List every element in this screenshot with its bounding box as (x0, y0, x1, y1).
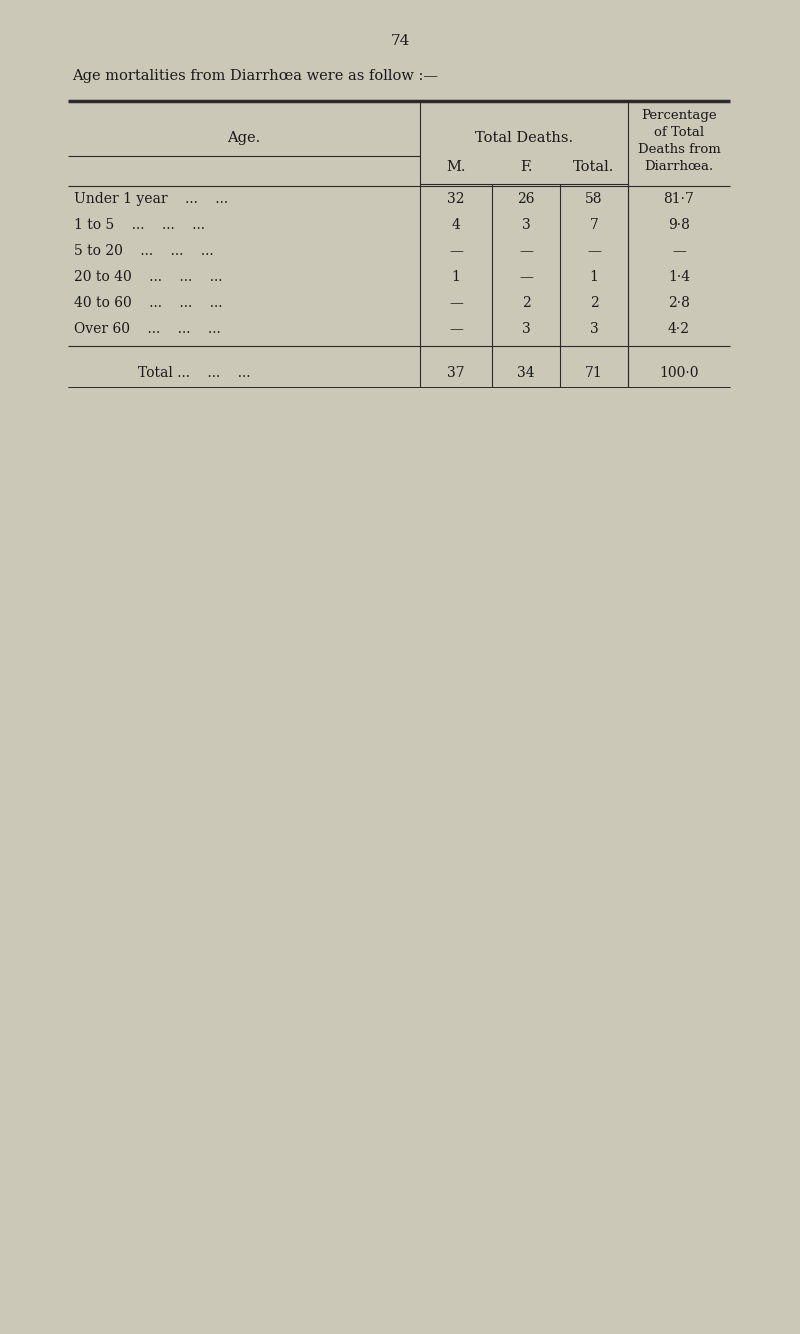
Text: from Diarrhœa, giving an uncorrected rate of 3·2 per 10000: from Diarrhœa, giving an uncorrected rat… (72, 430, 498, 443)
Text: Stockwell    ...    ...    ...    ...: Stockwell ... ... ... ... (73, 692, 263, 706)
Text: Age mortalities from Diarrhœa were as follow :—: Age mortalities from Diarrhœa were as fo… (72, 69, 438, 83)
Text: 40 to 60    ...    ...    ...: 40 to 60 ... ... ... (74, 296, 222, 309)
Text: 4: 4 (451, 217, 461, 232)
Text: 1·6: 1·6 (638, 692, 660, 706)
Text: —: — (519, 269, 533, 284)
Text: 5·3: 5·3 (638, 626, 660, 640)
Text: 3: 3 (522, 217, 530, 232)
Text: 4·1: 4·1 (638, 648, 660, 662)
Text: Norwood...    ...    ...    ...    ...: Norwood... ... ... ... ... (73, 736, 272, 750)
Text: 71: 71 (514, 778, 532, 792)
Polygon shape (66, 388, 732, 1334)
Text: In London there were registered, during 1907, 1543 deaths: In London there were registered, during … (72, 410, 512, 424)
Text: 26: 26 (518, 192, 534, 205)
Text: 1·2: 1·2 (638, 714, 660, 728)
Text: —: — (449, 244, 463, 257)
Text: M.: M. (446, 160, 466, 173)
Text: Under 1 year    ...    ...: Under 1 year ... ... (74, 192, 228, 205)
Text: 4·2: 4·2 (668, 321, 690, 336)
Text: 14: 14 (514, 670, 532, 684)
Text: 7: 7 (590, 217, 598, 232)
Text: 1·7: 1·7 (638, 736, 660, 750)
Text: Total Deaths.: Total Deaths. (475, 131, 573, 145)
Text: —: — (672, 244, 686, 257)
Text: —: — (519, 244, 533, 257)
Text: Kennington ... ...    ...    ...    ...: Kennington ... ... ... ... ... (73, 670, 280, 684)
Text: 58: 58 (586, 192, 602, 205)
Text: 81·7: 81·7 (663, 192, 694, 205)
Text: —: — (449, 321, 463, 336)
Text: F.: F. (520, 160, 532, 173)
Text: 20 to 40    ...    ...    ...: 20 to 40 ... ... ... (74, 269, 222, 284)
Text: 1·4: 1·4 (668, 269, 690, 284)
Text: Diarrhœa
Death-rate
per 10000
Population.: Diarrhœa Death-rate per 10000 Population… (611, 568, 686, 632)
Text: Lambeth Church    ...    ...    ...: Lambeth Church ... ... ... (73, 648, 283, 662)
Text: 74: 74 (390, 33, 410, 48)
Text: 32: 32 (447, 192, 465, 205)
Text: Lambeth Borough are as follow :—: Lambeth Borough are as follow :— (72, 518, 317, 531)
Text: 11: 11 (514, 736, 532, 750)
Text: 2·8: 2·8 (668, 296, 690, 309)
Text: 14: 14 (514, 626, 532, 640)
Text: 34: 34 (517, 366, 535, 380)
Text: Number
of Deaths.: Number of Deaths. (489, 568, 557, 598)
Text: The details as to the Diarrhœa incidence (mortality) during: The details as to the Diarrhœa incidence… (72, 479, 510, 494)
Text: Total.: Total. (574, 160, 614, 173)
Text: 1: 1 (451, 269, 461, 284)
Text: Borough of Lambeth ...    ...    ...: Borough of Lambeth ... ... ... (73, 778, 322, 792)
Text: 37: 37 (447, 366, 465, 380)
Text: 2: 2 (590, 296, 598, 309)
Text: Age.: Age. (227, 131, 261, 145)
Text: 2·2: 2·2 (638, 778, 660, 792)
Text: 11: 11 (514, 648, 532, 662)
Text: 3: 3 (522, 321, 530, 336)
Text: 9·8: 9·8 (668, 217, 690, 232)
Text: 2·6: 2·6 (638, 670, 660, 684)
Text: 1907 upon the different New Registration Sub-Districts of: 1907 upon the different New Registration… (72, 498, 482, 512)
Text: —: — (449, 296, 463, 309)
Text: 1: 1 (590, 269, 598, 284)
Text: Brixton...    ...    ...    ...    ...: Brixton... ... ... ... ... (73, 714, 259, 728)
Text: 2: 2 (522, 296, 530, 309)
Text: Over 60    ...    ...    ...: Over 60 ... ... ... (74, 321, 221, 336)
Text: Total ...    ...    ...: Total ... ... ... (138, 366, 250, 380)
Text: 10: 10 (514, 714, 532, 728)
Text: 71: 71 (585, 366, 603, 380)
Text: Percentage
of Total
Deaths from
Diarrhœa.: Percentage of Total Deaths from Diarrhœa… (638, 109, 720, 173)
Text: 11: 11 (514, 692, 532, 706)
Text: 100·0: 100·0 (659, 366, 698, 380)
Text: —: — (587, 244, 601, 257)
Text: New Registration Sub-Districts.: New Registration Sub-Districts. (166, 588, 380, 602)
Text: Borough of Lambeth.: Borough of Lambeth. (202, 568, 344, 582)
Text: Waterloo ...    ...    ...    ...    ...: Waterloo ... ... ... ... ... (73, 626, 274, 640)
Text: 1 to 5    ...    ...    ...: 1 to 5 ... ... ... (74, 217, 205, 232)
Text: 3: 3 (590, 321, 598, 336)
Text: living, and one of 2·1 per cent. of total deaths (uncorrected).: living, and one of 2·1 per cent. of tota… (72, 448, 500, 463)
Text: 5 to 20    ...    ...    ...: 5 to 20 ... ... ... (74, 244, 214, 257)
Polygon shape (66, 800, 732, 1334)
